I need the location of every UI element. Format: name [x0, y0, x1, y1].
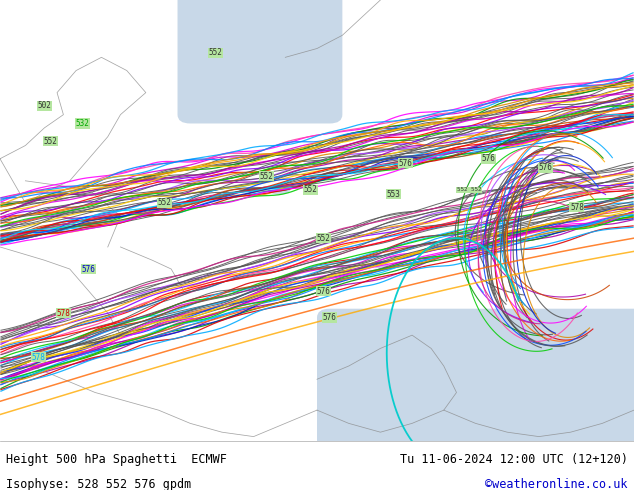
- Text: ©weatheronline.co.uk: ©weatheronline.co.uk: [485, 478, 628, 490]
- FancyBboxPatch shape: [178, 0, 342, 123]
- Text: 552: 552: [316, 234, 330, 243]
- Text: 576: 576: [538, 163, 552, 172]
- Text: 552: 552: [44, 137, 58, 146]
- Text: Tu 11-06-2024 12:00 UTC (12+120): Tu 11-06-2024 12:00 UTC (12+120): [399, 453, 628, 466]
- Text: 552: 552: [304, 185, 318, 194]
- Ellipse shape: [372, 261, 388, 269]
- Text: 576: 576: [481, 154, 495, 163]
- Text: 578: 578: [56, 309, 70, 318]
- Text: 552: 552: [158, 198, 172, 207]
- Text: 553: 553: [386, 190, 400, 198]
- Text: 576: 576: [82, 265, 96, 273]
- Text: 552 552: 552 552: [457, 187, 481, 192]
- Text: 576: 576: [316, 287, 330, 295]
- Ellipse shape: [268, 185, 290, 195]
- Text: 578: 578: [570, 203, 584, 212]
- Text: 578: 578: [31, 353, 45, 362]
- Text: 576: 576: [399, 159, 413, 168]
- Text: 576: 576: [323, 313, 337, 322]
- Text: 552: 552: [209, 49, 223, 57]
- FancyBboxPatch shape: [317, 309, 634, 450]
- Text: Isophyse: 528 552 576 gpdm: Isophyse: 528 552 576 gpdm: [6, 478, 191, 490]
- Text: 502: 502: [37, 101, 51, 110]
- Text: Height 500 hPa Spaghetti  ECMWF: Height 500 hPa Spaghetti ECMWF: [6, 453, 227, 466]
- Text: 552: 552: [259, 172, 273, 181]
- Text: 532: 532: [75, 119, 89, 128]
